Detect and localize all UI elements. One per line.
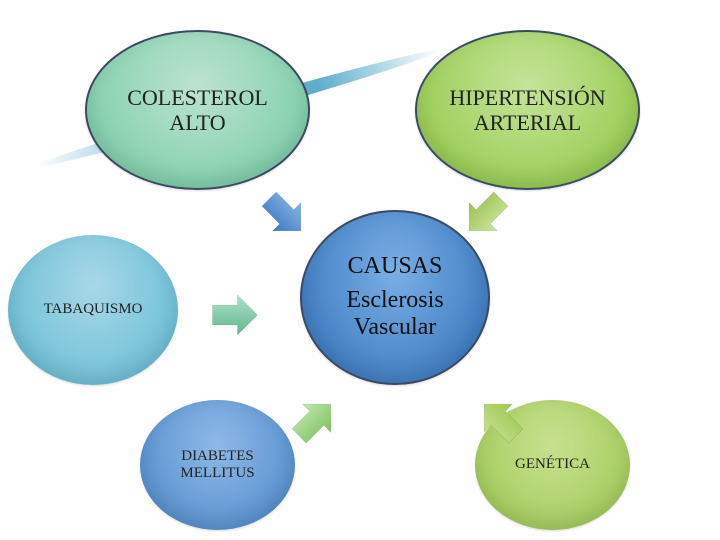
arrow-colesterol-to-causas xyxy=(250,180,321,251)
node-diabetes-label: DIABETES MELLITUS xyxy=(180,448,254,483)
node-tabaquismo-label: TABAQUISMO xyxy=(44,301,143,318)
node-diabetes: DIABETES MELLITUS xyxy=(140,400,295,530)
node-causas-line2: Esclerosis Vascular xyxy=(346,287,443,342)
arrow-tabaquismo-to-causas xyxy=(210,290,260,340)
node-tabaquismo: TABAQUISMO xyxy=(8,235,178,385)
node-hipertension-label: HIPERTENSIÓN ARTERIAL xyxy=(449,85,605,136)
node-genetica-label: GENÉTICA xyxy=(515,456,590,473)
node-causas-text: CAUSAS Esclerosis Vascular xyxy=(346,253,443,342)
node-hipertension: HIPERTENSIÓN ARTERIAL xyxy=(415,30,640,190)
node-colesterol: COLESTEROL ALTO xyxy=(85,30,310,190)
node-causas: CAUSAS Esclerosis Vascular xyxy=(300,210,490,385)
node-colesterol-label: COLESTEROL ALTO xyxy=(127,85,268,136)
node-causas-line1: CAUSAS xyxy=(346,253,443,281)
